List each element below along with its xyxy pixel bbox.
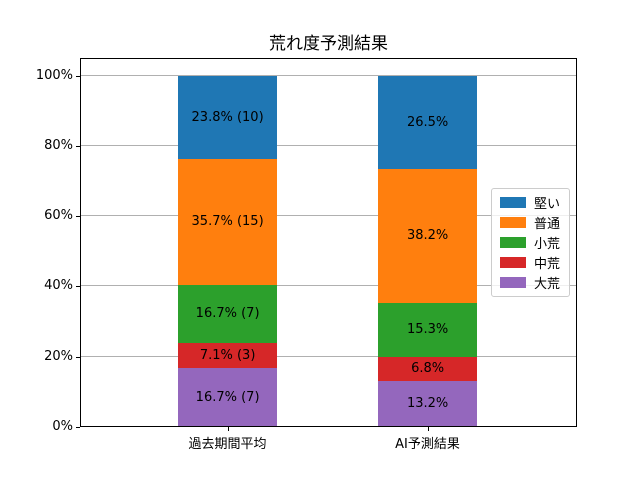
legend-label: 小荒 [534,237,561,252]
x-tick-label: AI予測結果 [395,437,460,452]
y-tick-label: 60% [44,208,73,224]
legend-label: 大荒 [534,277,561,292]
legend-label: 中荒 [534,257,561,272]
legend-item: 普通 [500,215,561,232]
y-tick-mark [76,216,80,218]
gridline [80,74,577,76]
bar-segment: 15.3% [378,302,478,357]
y-tick-label: 20% [44,348,73,364]
gridline [80,215,577,217]
stacked-bar-ai-prediction: 26.5% 38.2% 15.3% 6.8% 13.2% [378,75,478,427]
y-tick-mark [76,145,80,147]
chart-title: 荒れ度予測結果 [269,34,388,54]
bar-segment: 26.5% [378,75,478,169]
stacked-bar-past-average: 23.8% (10) 35.7% (15) 16.7% (7) 7.1% (3) 16.… [178,75,278,427]
bar-segment: 38.2% [378,168,478,303]
bar-segment-label: 16.7% (7) [195,306,260,322]
bar-segment-label: 38.2% [406,228,449,244]
legend-swatch [500,257,526,268]
legend-swatch [500,197,526,208]
y-tick-label: 40% [44,278,73,294]
x-tick-mark [227,427,229,431]
bar-segment-label: 13.2% [406,396,449,412]
bar-segment: 16.7% (7) [178,284,278,344]
x-tick-mark [427,427,429,431]
y-tick-mark [76,356,80,358]
bar-segment-label: 26.5% [406,114,449,130]
legend-swatch [500,237,526,248]
bar-segment-label: 35.7% (15) [191,214,264,230]
y-tick-label: 80% [44,137,73,153]
bar-segment: 6.8% [378,356,478,381]
y-tick-label: 100% [35,67,73,83]
bar-segment: 13.2% [378,380,478,427]
bar-segment: 16.7% (7) [178,368,278,427]
bar-segment: 23.8% (10) [178,75,278,160]
y-tick-mark [76,286,80,288]
gridline [80,355,577,357]
bar-segment-label: 7.1% (3) [199,348,256,364]
bar-segment: 7.1% (3) [178,343,278,369]
legend-item: 小荒 [500,235,561,252]
plot-area: 23.8% (10) 35.7% (15) 16.7% (7) 7.1% (3) 16.… [80,58,577,427]
bar-segment-label: 15.3% [406,322,449,338]
legend: 堅い普通小荒中荒大荒 [491,188,571,297]
gridline [80,144,577,146]
y-tick-label: 0% [52,419,73,434]
x-tick-label: 過去期間平均 [188,437,267,452]
bar-segment-label: 23.8% (10) [191,109,264,125]
legend-label: 普通 [534,217,561,232]
bar-segment: 35.7% (15) [178,159,278,285]
legend-item: 大荒 [500,275,561,292]
gridline [80,285,577,287]
y-tick-mark [76,75,80,77]
legend-item: 中荒 [500,255,561,272]
bar-segment-label: 6.8% [411,361,445,377]
legend-label: 堅い [534,197,561,212]
legend-item: 堅い [500,195,561,212]
bar-segment-label: 16.7% (7) [195,390,260,406]
legend-swatch [500,217,526,228]
legend-swatch [500,277,526,288]
y-tick-mark [76,427,80,428]
